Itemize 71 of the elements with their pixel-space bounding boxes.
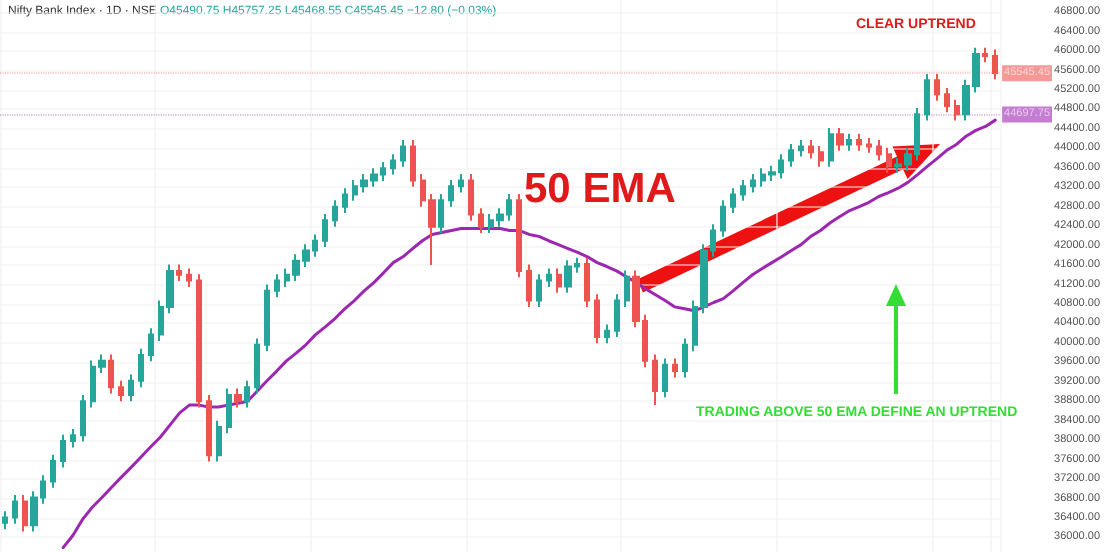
- candlestick: [788, 142, 794, 168]
- candlestick: [458, 173, 464, 194]
- candlestick: [478, 207, 484, 234]
- annotation: 50 EMA: [524, 166, 676, 212]
- candlestick: [924, 72, 930, 122]
- candlestick: [264, 283, 270, 353]
- candlestick: [108, 353, 114, 395]
- candlestick: [400, 139, 406, 168]
- candlestick: [934, 72, 940, 102]
- candlestick: [148, 327, 154, 363]
- candlestick: [954, 98, 960, 122]
- candlestick: [410, 139, 416, 188]
- candlestick: [740, 178, 746, 202]
- candlestick: [526, 263, 532, 308]
- candlestick: [992, 48, 998, 81]
- candlestick: [584, 256, 590, 308]
- candlestick: [536, 273, 542, 308]
- candlestick: [468, 173, 474, 222]
- candlestick: [564, 259, 572, 294]
- candlestick: [206, 393, 212, 463]
- candlestick: [22, 494, 28, 533]
- candlestick: [856, 132, 862, 152]
- candlestick: [70, 427, 76, 449]
- candlestick: [234, 387, 242, 409]
- candlestick: [2, 510, 8, 531]
- candlestick: [332, 199, 338, 228]
- candlestick: [390, 153, 396, 176]
- candlestick: [846, 132, 852, 152]
- candlestick: [128, 373, 134, 403]
- candlestick: [624, 269, 630, 308]
- candlestick: [226, 387, 232, 435]
- candlestick: [594, 293, 600, 345]
- candlestick: [556, 267, 562, 294]
- candlestick: [216, 419, 222, 463]
- candlestick: [818, 144, 824, 168]
- candlestick: [652, 353, 658, 407]
- candlestick: [828, 126, 834, 168]
- candlestick: [176, 263, 182, 283]
- candlestick: [186, 267, 192, 288]
- candlestick: [50, 453, 56, 489]
- candlestick: [546, 267, 552, 288]
- candlestick: [944, 87, 950, 114]
- candlestick: [244, 379, 250, 409]
- candlestick: [438, 193, 444, 234]
- candlestick: [614, 293, 620, 339]
- candlestick: [516, 193, 522, 279]
- candlestick: [808, 139, 814, 160]
- candlestick: [798, 139, 804, 158]
- candlestick: [322, 212, 328, 249]
- candlestick: [448, 178, 454, 208]
- candlestick: [118, 379, 124, 403]
- candlestick: [750, 173, 756, 194]
- candlestick: [876, 139, 882, 162]
- candlestick: [836, 126, 844, 152]
- candlestick: [866, 137, 872, 154]
- candlestick: [274, 273, 280, 299]
- candlestick: [80, 393, 86, 443]
- candlestick: [138, 347, 144, 389]
- candlestick: [60, 433, 66, 469]
- candlestick: [672, 357, 678, 379]
- candlestick: [12, 494, 18, 525]
- candlestick: [730, 187, 736, 215]
- candlestick: [886, 146, 892, 174]
- candlestick: [982, 46, 988, 64]
- candlestick: [720, 199, 726, 238]
- candlestick: [604, 323, 610, 345]
- candlestick: [196, 273, 202, 409]
- candlestick: [254, 337, 260, 395]
- candlestick: [662, 357, 668, 399]
- candlestick: [682, 337, 688, 379]
- candlestick: [342, 187, 348, 215]
